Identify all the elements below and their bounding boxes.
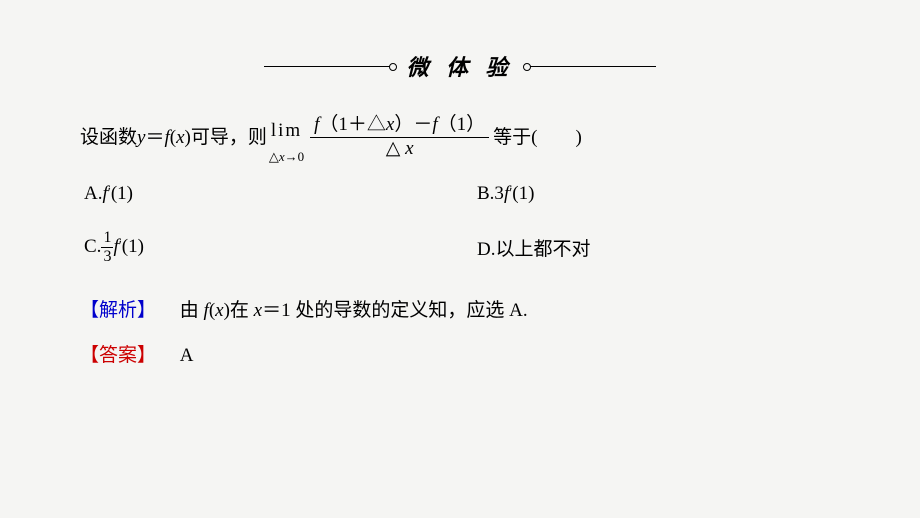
- answer-label: 【答案】: [80, 345, 156, 366]
- c-tail: (1): [122, 236, 144, 258]
- header-line-left: [264, 66, 394, 67]
- option-b: B.3f′(1): [477, 183, 840, 205]
- option-d: D.以上都不对: [477, 229, 840, 265]
- section-header: 微 体 验: [80, 50, 840, 82]
- c-den: 3: [101, 248, 113, 266]
- header-title: 微 体 验: [406, 50, 513, 82]
- d-pre: D.以上都不对: [477, 234, 590, 261]
- question-text: 设函数 y ＝ f ( x )可导，则 lim △x→0 f（1＋△x）－f（1…: [80, 112, 840, 163]
- limit-expr: lim △x→0: [269, 112, 304, 163]
- n-d: ）－: [394, 114, 432, 135]
- an-x1: x: [215, 300, 223, 321]
- option-a: A.f′(1): [84, 183, 447, 205]
- c-frac: 1 3: [101, 229, 113, 265]
- header-line-right: [526, 66, 656, 67]
- q-post: 等于( ): [493, 119, 582, 157]
- an-t7: ＝1 处的导数的定义知，应选 A.: [262, 300, 527, 321]
- analysis-label: 【解析】: [80, 300, 156, 321]
- q-eq: ＝: [145, 119, 164, 157]
- q-mid: )可导，则: [185, 119, 267, 157]
- analysis-line: 【解析】 由 f(x)在 x＝1 处的导数的定义知，应选 A.: [80, 295, 840, 322]
- q-x: x: [176, 119, 184, 157]
- lim-bot: △x→0: [269, 150, 304, 163]
- d-x: x: [400, 138, 413, 159]
- a-tail: (1): [111, 183, 133, 205]
- lim-d: △: [269, 149, 279, 164]
- n-b: （1＋△: [319, 114, 386, 135]
- numerator: f（1＋△x）－f（1）: [310, 114, 489, 138]
- lim-top: lim: [271, 112, 302, 150]
- q-y: y: [137, 119, 145, 157]
- c-pre: C.: [84, 236, 101, 258]
- an-t1: 由: [161, 300, 204, 321]
- options-grid: A.f′(1) B.3f′(1) C. 1 3 f′(1) D.以上都不对: [80, 183, 840, 265]
- a-pre: A.: [84, 183, 102, 205]
- b-tail: (1): [512, 183, 534, 205]
- option-c: C. 1 3 f′(1): [84, 229, 447, 265]
- an-x2: x: [254, 300, 262, 321]
- denominator: △ x: [382, 138, 418, 161]
- b-pre: B.3: [477, 183, 504, 205]
- c-num: 1: [101, 229, 113, 248]
- n-f: （1）: [438, 114, 486, 135]
- fraction: f（1＋△x）－f（1） △ x: [310, 114, 489, 161]
- q-pre: 设函数: [80, 119, 137, 157]
- lim-0: →0: [285, 149, 305, 164]
- answer-line: 【答案】 A: [80, 340, 840, 367]
- d-a: △: [386, 138, 401, 159]
- an-t5: )在: [224, 300, 254, 321]
- answer-text: A: [161, 345, 194, 366]
